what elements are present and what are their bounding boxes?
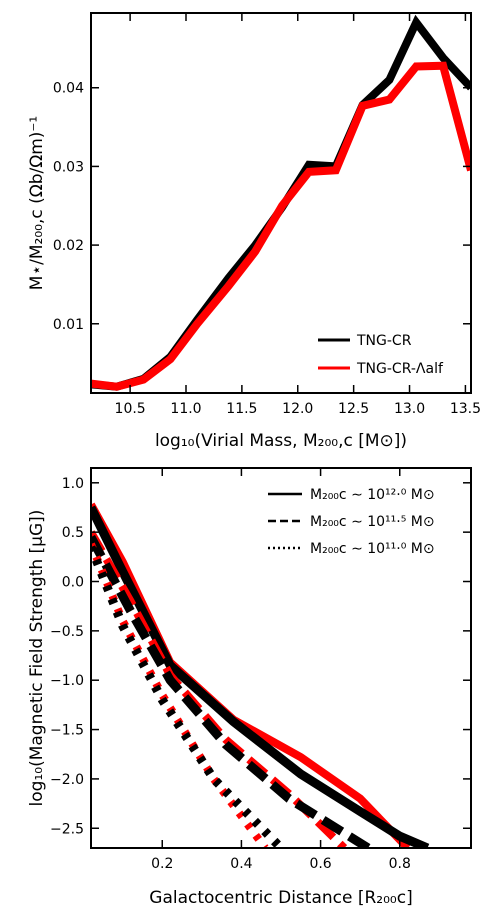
top-x-tick-label-0: 10.5 [115, 401, 146, 417]
legend-label-tng-cr-alf: TNG-CR-Λalf [356, 361, 444, 377]
bottom-plot-lines [91, 502, 430, 848]
bottom-y-tick-label-0: 1.0 [62, 476, 84, 492]
bottom-series-line-5 [91, 545, 285, 848]
top-y-tick-label-2: 0.03 [53, 159, 84, 175]
top-y-tick-label-3: 0.04 [53, 81, 84, 97]
bottom-y-tick-label-2: 0.0 [62, 575, 84, 591]
top-legend: TNG-CR TNG-CR-Λalf [318, 333, 444, 377]
top-x-axis-label: log₁₀(Virial Mass, M₂₀₀,c [M⊙]) [155, 431, 407, 451]
top-x-tick-label-1: 11.0 [170, 401, 201, 417]
bottom-y-tick-label-3: −0.5 [50, 624, 84, 640]
top-y-tick-label-1: 0.02 [53, 238, 84, 254]
legend-label-dashed: M₂₀₀c ∼ 10¹¹·⁵ M⊙ [310, 514, 435, 530]
bottom-axes-frame [90, 467, 472, 849]
bottom-ticks: 0.2 0.4 0.6 0.8 1.0 0.5 0.0 −0.5 −1.0 −1.5 −2.0 −2.… [50, 468, 471, 872]
legend-label-tng-cr: TNG-CR [356, 333, 412, 349]
top-x-tick-label-4: 12.5 [338, 401, 369, 417]
bottom-y-tick-label-5: −1.5 [50, 723, 84, 739]
bottom-y-tick-label-7: −2.5 [50, 821, 84, 837]
top-x-tick-label-5: 13.0 [394, 401, 425, 417]
bottom-series-line-3 [91, 534, 371, 848]
bottom-panel: 0.2 0.4 0.6 0.8 1.0 0.5 0.0 −0.5 −1.0 −1.5 −2.0 −2.… [27, 467, 472, 908]
bottom-x-tick-label-2: 0.6 [309, 856, 331, 872]
bottom-x-tick-label-3: 0.8 [389, 856, 411, 872]
bottom-y-axis-label: log₁₀(Magnetic Field Strength [μG]) [27, 510, 47, 807]
top-x-tick-label-2: 11.5 [226, 401, 257, 417]
top-series-line-1 [91, 61, 471, 391]
top-ticks: 10.5 11.0 11.5 12.0 12.5 13.0 13.5 0.01 0.02 0.03… [53, 13, 481, 417]
top-x-tick-label-3: 12.0 [282, 401, 313, 417]
bottom-y-tick-label-6: −2.0 [50, 772, 84, 788]
top-y-tick-label-0: 0.01 [53, 317, 84, 333]
top-y-axis-label: M⋆/M₂₀₀,c (Ωb/Ωm)⁻¹ [27, 116, 47, 290]
bottom-y-tick-label-1: 0.5 [62, 525, 84, 541]
bottom-x-tick-label-0: 0.2 [151, 856, 173, 872]
bottom-series-line-4 [91, 542, 269, 848]
legend-label-solid: M₂₀₀c ∼ 10¹²·⁰ M⊙ [310, 487, 435, 503]
bottom-series-line-1 [91, 505, 430, 848]
bottom-y-tick-label-4: −1.0 [50, 673, 84, 689]
top-axes-frame [90, 12, 472, 394]
bottom-legend: M₂₀₀c ∼ 10¹²·⁰ M⊙ M₂₀₀c ∼ 10¹¹·⁵ M⊙ M₂₀₀… [268, 487, 435, 557]
top-panel: 10.5 11.0 11.5 12.0 12.5 13.0 13.5 0.01 0.02 0.03… [27, 12, 481, 451]
bottom-x-tick-label-1: 0.4 [230, 856, 252, 872]
bottom-x-axis-label: Galactocentric Distance [R₂₀₀c] [149, 888, 412, 908]
top-x-tick-label-6: 13.5 [450, 401, 481, 417]
legend-label-dotted: M₂₀₀c ∼ 10¹¹·⁰ M⊙ [310, 541, 435, 557]
top-plot-lines [91, 14, 471, 391]
